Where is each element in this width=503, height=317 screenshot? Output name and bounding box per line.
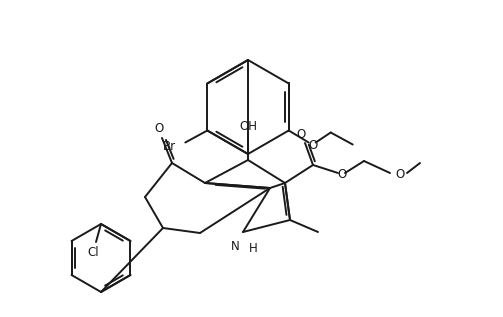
Text: OH: OH xyxy=(239,120,257,133)
Text: Cl: Cl xyxy=(87,245,99,258)
Text: H: H xyxy=(249,242,258,255)
Text: O: O xyxy=(338,169,347,182)
Text: O: O xyxy=(395,169,404,182)
Text: O: O xyxy=(296,127,306,140)
Text: N: N xyxy=(231,240,240,253)
Text: O: O xyxy=(154,122,163,135)
Text: O: O xyxy=(308,139,317,152)
Text: Br: Br xyxy=(163,140,176,153)
